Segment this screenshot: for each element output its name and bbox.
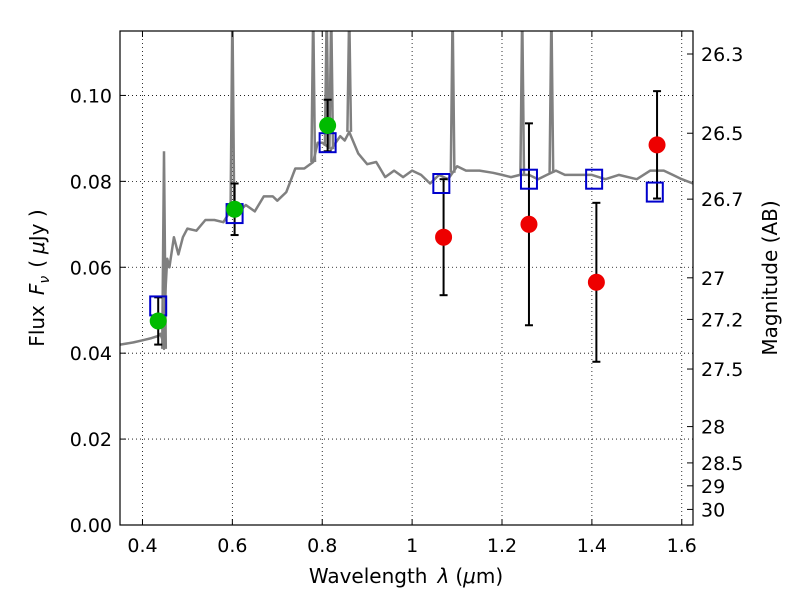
y-tick-label: 0.02 <box>70 429 112 451</box>
y-tick-label: 0.08 <box>70 171 112 193</box>
x-axis: 0.4 0.6 0.8 1 1.2 1.4 1.6 <box>127 31 697 557</box>
y-axis-label: FluxFν(μJy ) <box>25 209 53 346</box>
magnitude-tick-label: 30 <box>701 499 725 521</box>
magnitude-tick-label: 28.5 <box>701 453 743 475</box>
emission-line <box>449 31 456 173</box>
y-axis: 0.00 0.02 0.04 0.06 0.08 0.10 <box>70 85 126 537</box>
observed-photometry-series <box>149 117 666 330</box>
x-tick-label: 0.4 <box>127 535 157 557</box>
emission-line <box>346 31 353 132</box>
observed-point <box>587 273 605 291</box>
magnitude-tick-label: 26.3 <box>701 44 743 66</box>
observed-point <box>319 117 337 135</box>
x-tick-label: 0.6 <box>217 535 247 557</box>
x-tick-label: 1 <box>406 535 418 557</box>
magnitude-tick-label: 28 <box>701 417 725 439</box>
emission-line <box>328 31 335 150</box>
model-point <box>519 168 538 190</box>
magnitude-tick-label: 27 <box>701 268 725 290</box>
model-point <box>585 168 604 190</box>
magnitude-tick-label: 27.5 <box>701 359 743 381</box>
y-tick-label: 0.00 <box>70 515 112 537</box>
y-tick-label: 0.10 <box>70 85 112 107</box>
magnitude-tick-label: 26.5 <box>701 123 743 145</box>
observed-point <box>149 312 167 330</box>
emission-line <box>229 31 236 208</box>
magnitude-tick-label: 29 <box>701 476 725 498</box>
observed-point <box>226 200 244 218</box>
model-point <box>432 172 451 194</box>
x-tick-label: 1.6 <box>667 535 697 557</box>
spectrum-series <box>120 31 693 351</box>
observed-point <box>435 228 453 246</box>
emission-line <box>310 31 317 163</box>
spectrum-line <box>120 130 693 351</box>
observed-point <box>520 215 538 233</box>
observed-point <box>648 136 666 154</box>
magnitude-tick-label: 27.2 <box>701 309 743 331</box>
emission-line <box>548 31 555 173</box>
y-tick-label: 0.04 <box>70 343 112 365</box>
magnitude-tick-label: 26.7 <box>701 189 743 211</box>
emission-line <box>160 151 168 349</box>
magnitude-axis-label: Magnitude (AB) <box>758 200 782 355</box>
model-point <box>645 181 664 203</box>
emission-line <box>519 31 526 175</box>
x-tick-label: 0.8 <box>307 535 337 557</box>
x-tick-label: 1.2 <box>487 535 517 557</box>
x-tick-label: 1.4 <box>577 535 607 557</box>
plot-area <box>120 31 693 363</box>
y-tick-label: 0.06 <box>70 257 112 279</box>
x-axis-label: Wavelength λ (μm) <box>309 564 503 588</box>
